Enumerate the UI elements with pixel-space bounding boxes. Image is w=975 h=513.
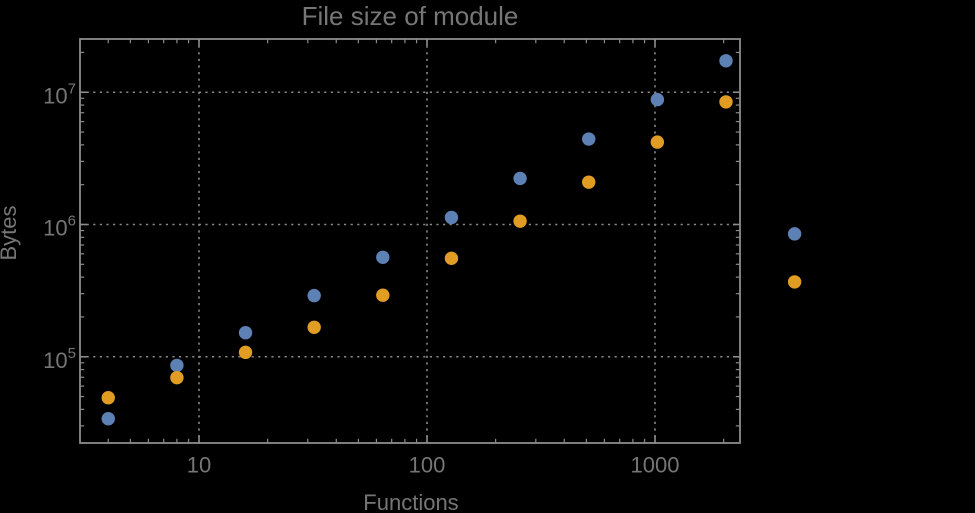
data-point-series-blue-x128: [444, 210, 459, 225]
tick-labels-layer: 10 100 1000 105 106 107: [43, 80, 679, 477]
data-point-series-orange-x4096: [787, 275, 802, 289]
y-axis-label: Bytes: [0, 205, 21, 260]
data-point-series-orange-x2048: [719, 95, 733, 109]
data-point-series-blue-x8: [170, 358, 184, 373]
data-point-series-orange-x256: [513, 214, 527, 228]
data-point-series-orange-x4: [101, 391, 115, 405]
data-point-series-orange-x128: [444, 251, 459, 266]
y-tick-label-1e6: 106: [43, 213, 76, 241]
data-point-series-blue-x64: [376, 250, 390, 264]
data-point-series-blue-x4: [101, 412, 115, 426]
data-point-series-orange-x32: [307, 320, 321, 334]
chart-title: File size of module: [302, 1, 519, 31]
data-point-series-blue-x32: [307, 288, 321, 303]
data-point-series-orange-x16: [238, 345, 253, 360]
y-tick-label-1e7: 107: [43, 80, 76, 108]
x-tick-label-10: 10: [187, 453, 211, 478]
data-point-series-blue-x4096: [787, 227, 802, 241]
data-point-series-blue-x16: [238, 326, 253, 340]
plot-frame: [79, 38, 741, 444]
x-tick-label-100: 100: [409, 453, 446, 478]
data-point-series-orange-x512: [582, 175, 596, 189]
data-point-series-orange-x64: [376, 288, 390, 302]
x-axis-label: Functions: [363, 490, 458, 513]
data-point-series-blue-x1024: [650, 92, 665, 107]
data-point-series-blue-x2048: [719, 54, 733, 68]
data-point-series-blue-x512: [582, 132, 596, 146]
x-tick-label-1000: 1000: [631, 453, 680, 478]
grid-layer: [80, 39, 740, 443]
data-point-series-orange-x1024: [650, 135, 665, 149]
data-point-series-blue-x256: [513, 171, 527, 186]
y-tick-label-1e5: 105: [43, 345, 76, 373]
data-point-series-orange-x8: [170, 370, 184, 385]
data-points-layer: [101, 54, 802, 426]
